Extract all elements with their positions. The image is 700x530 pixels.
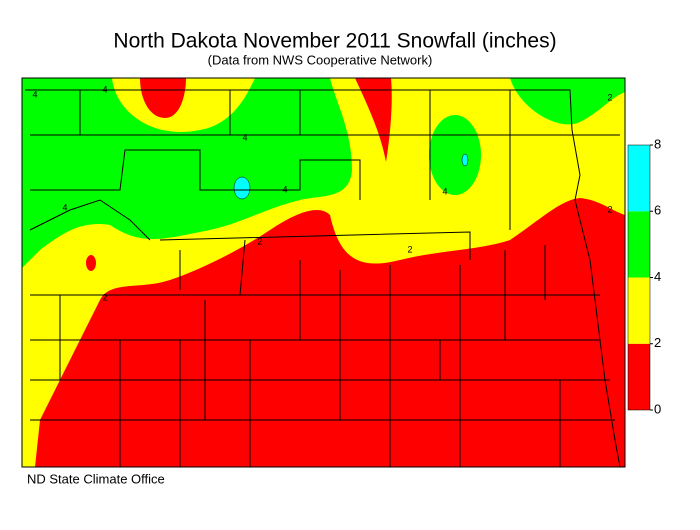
legend-swatch bbox=[628, 145, 650, 212]
region bbox=[140, 78, 186, 118]
contour-label: 4 bbox=[442, 186, 447, 196]
title: North Dakota November 2011 Snowfall (inc… bbox=[113, 30, 556, 53]
region bbox=[461, 153, 469, 167]
legend-swatch bbox=[628, 211, 650, 278]
contour-label: 4 bbox=[62, 202, 67, 212]
map bbox=[21, 77, 626, 468]
contour-label: 2 bbox=[607, 204, 612, 214]
region bbox=[86, 255, 96, 271]
subtitle: (Data from NWS Cooperative Network) bbox=[208, 52, 433, 67]
county-lines bbox=[25, 89, 621, 468]
legend-swatch bbox=[628, 277, 650, 344]
legend-tick-label: 6 bbox=[654, 203, 661, 218]
legend: 0 2 4 6 8 bbox=[627, 136, 661, 416]
legend-swatch bbox=[628, 343, 650, 410]
legend-tick-label: 2 bbox=[654, 335, 661, 350]
region bbox=[429, 115, 481, 195]
region bbox=[233, 176, 251, 200]
region bbox=[35, 198, 625, 467]
contour-label: 4 bbox=[32, 89, 37, 99]
legend-tick-label: 8 bbox=[654, 136, 661, 151]
map-border bbox=[21, 77, 626, 468]
contour-label: 4 bbox=[242, 132, 247, 142]
contour-label: 2 bbox=[607, 92, 612, 102]
region bbox=[355, 78, 392, 162]
contour-label: 2 bbox=[102, 292, 107, 302]
contour-label: 2 bbox=[407, 244, 412, 254]
contour-label: 4 bbox=[282, 184, 287, 194]
contour-label: 4 bbox=[102, 84, 107, 94]
contour-labels: 4 4 4 4 4 4 2 2 2 2 2 bbox=[32, 84, 612, 302]
legend-tick-label: 0 bbox=[654, 401, 661, 416]
legend-tick-label: 4 bbox=[654, 269, 661, 284]
contour-label: 2 bbox=[257, 236, 262, 246]
footer: ND State Climate Office bbox=[27, 471, 165, 486]
region bbox=[22, 78, 352, 268]
